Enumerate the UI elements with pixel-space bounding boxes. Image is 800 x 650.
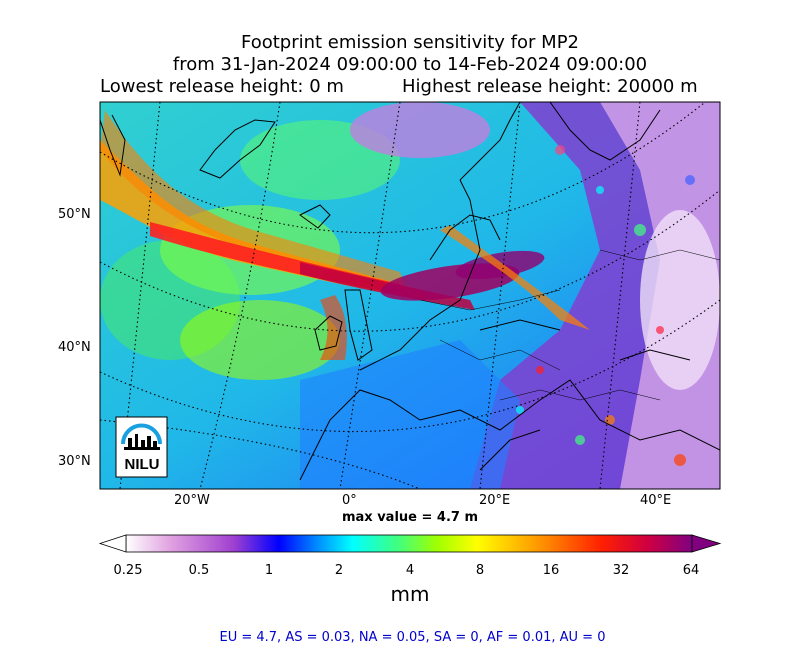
colorbar-tick: 64 [682,563,700,578]
colorbar [98,534,722,553]
max-value: max value = 4.7 m [341,510,479,525]
lowest-release-height: Lowest release height: 0 m [100,76,344,97]
highest-release-height: Highest release height: 20000 m [402,76,698,97]
lat-label-50n: 50°N [58,207,91,222]
region-statistics: EU = 4.7, AS = 0.03, NA = 0.05, SA = 0, … [219,630,606,645]
colorbar-unit: mm [390,582,430,606]
lon-label-20e: 20°E [479,493,511,508]
chart-period: from 31-Jan-2024 09:00:00 to 14-Feb-2024… [172,54,648,75]
colorbar-tick: 8 [475,563,485,578]
lat-label-30n: 30°N [58,454,91,469]
lon-label-20w: 20°W [174,493,210,508]
map-frame [99,101,721,490]
colorbar-tick: 32 [612,563,630,578]
nilu-logo [115,416,168,478]
colorbar-tick: 16 [542,563,560,578]
lon-label-0: 0° [342,493,357,508]
colorbar-tick: 0.5 [188,563,210,578]
colorbar-tick: 4 [405,563,415,578]
colorbar-tick: 0.25 [113,563,143,578]
logo-text: NILU [124,456,160,473]
chart-title: Footprint emission sensitivity for MP2 [240,32,579,53]
sensitivity-field [100,102,720,489]
lat-label-40n: 40°N [58,340,91,355]
lon-label-40e: 40°E [640,493,672,508]
colorbar-tick: 1 [264,563,274,578]
colorbar-tick: 2 [334,563,344,578]
